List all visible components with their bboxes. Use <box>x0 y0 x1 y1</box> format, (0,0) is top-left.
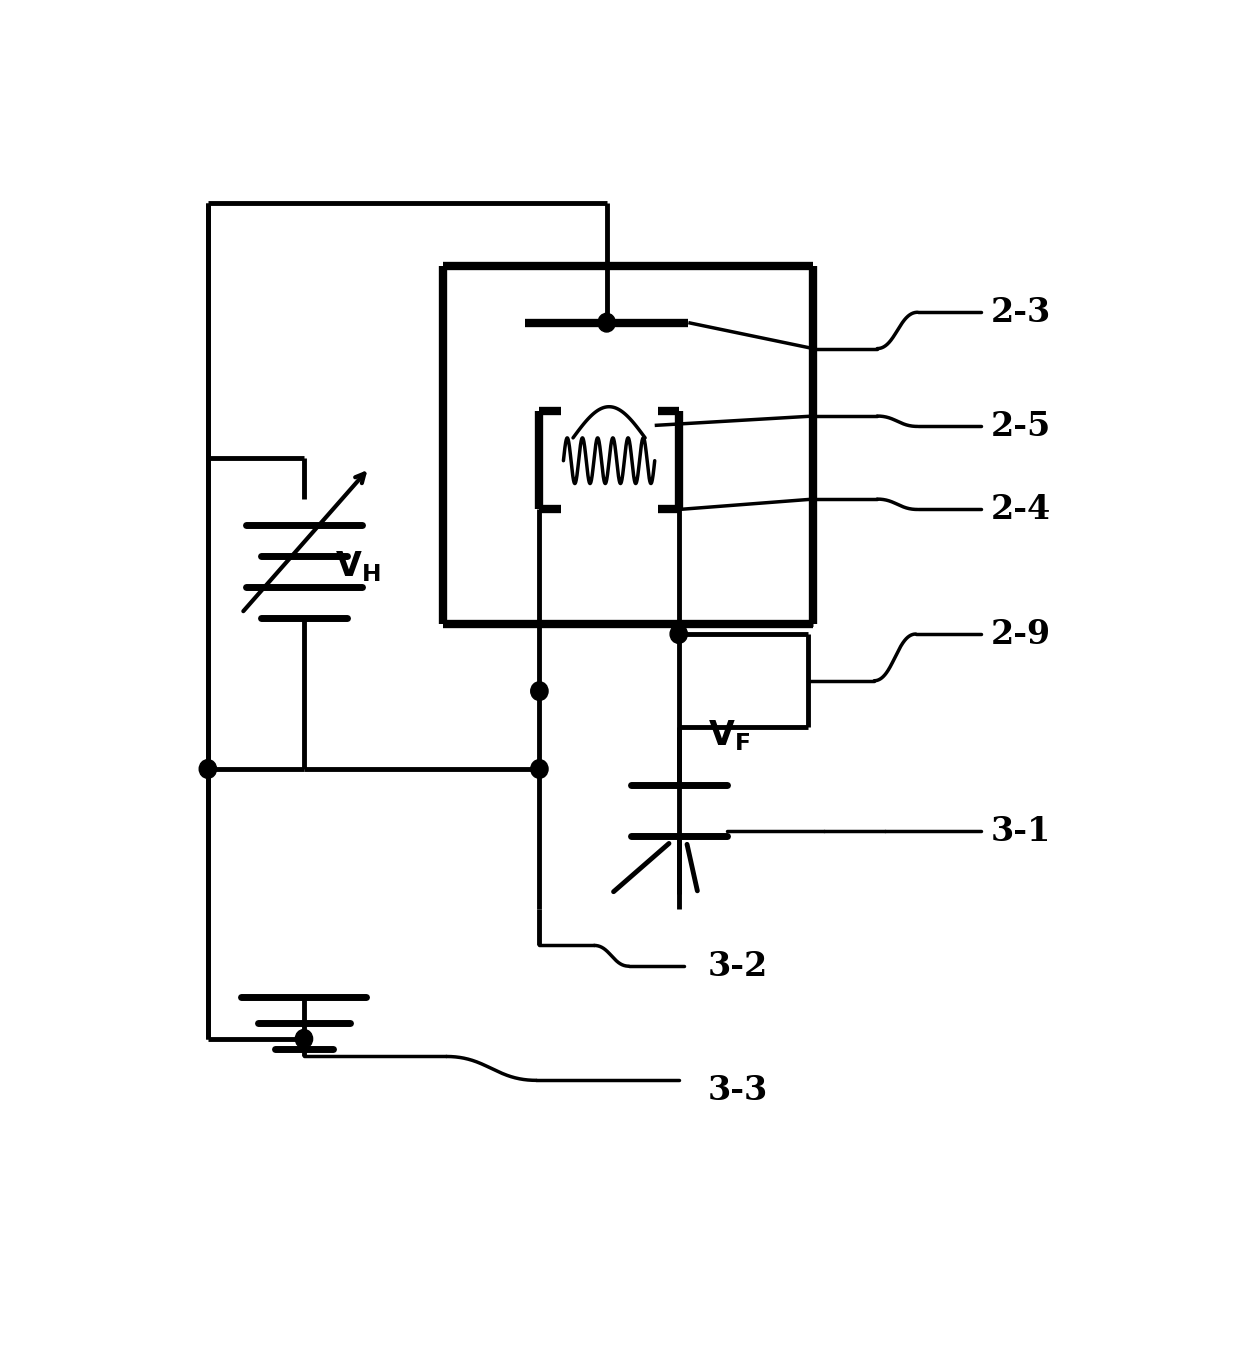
Circle shape <box>295 1030 312 1049</box>
Circle shape <box>531 682 548 701</box>
Circle shape <box>670 624 687 643</box>
Circle shape <box>598 313 615 332</box>
Circle shape <box>200 760 217 778</box>
Text: 3-3: 3-3 <box>708 1074 768 1107</box>
Text: $\mathbf{V_F}$: $\mathbf{V_F}$ <box>708 718 750 754</box>
Text: 3-2: 3-2 <box>708 950 768 983</box>
Circle shape <box>531 760 548 778</box>
Text: 2-9: 2-9 <box>991 617 1052 651</box>
Text: 2-4: 2-4 <box>991 493 1052 526</box>
Text: 2-5: 2-5 <box>991 410 1052 443</box>
Text: $\mathbf{V_H}$: $\mathbf{V_H}$ <box>335 549 381 584</box>
Text: 3-1: 3-1 <box>991 814 1052 848</box>
Text: 2-3: 2-3 <box>991 295 1052 329</box>
